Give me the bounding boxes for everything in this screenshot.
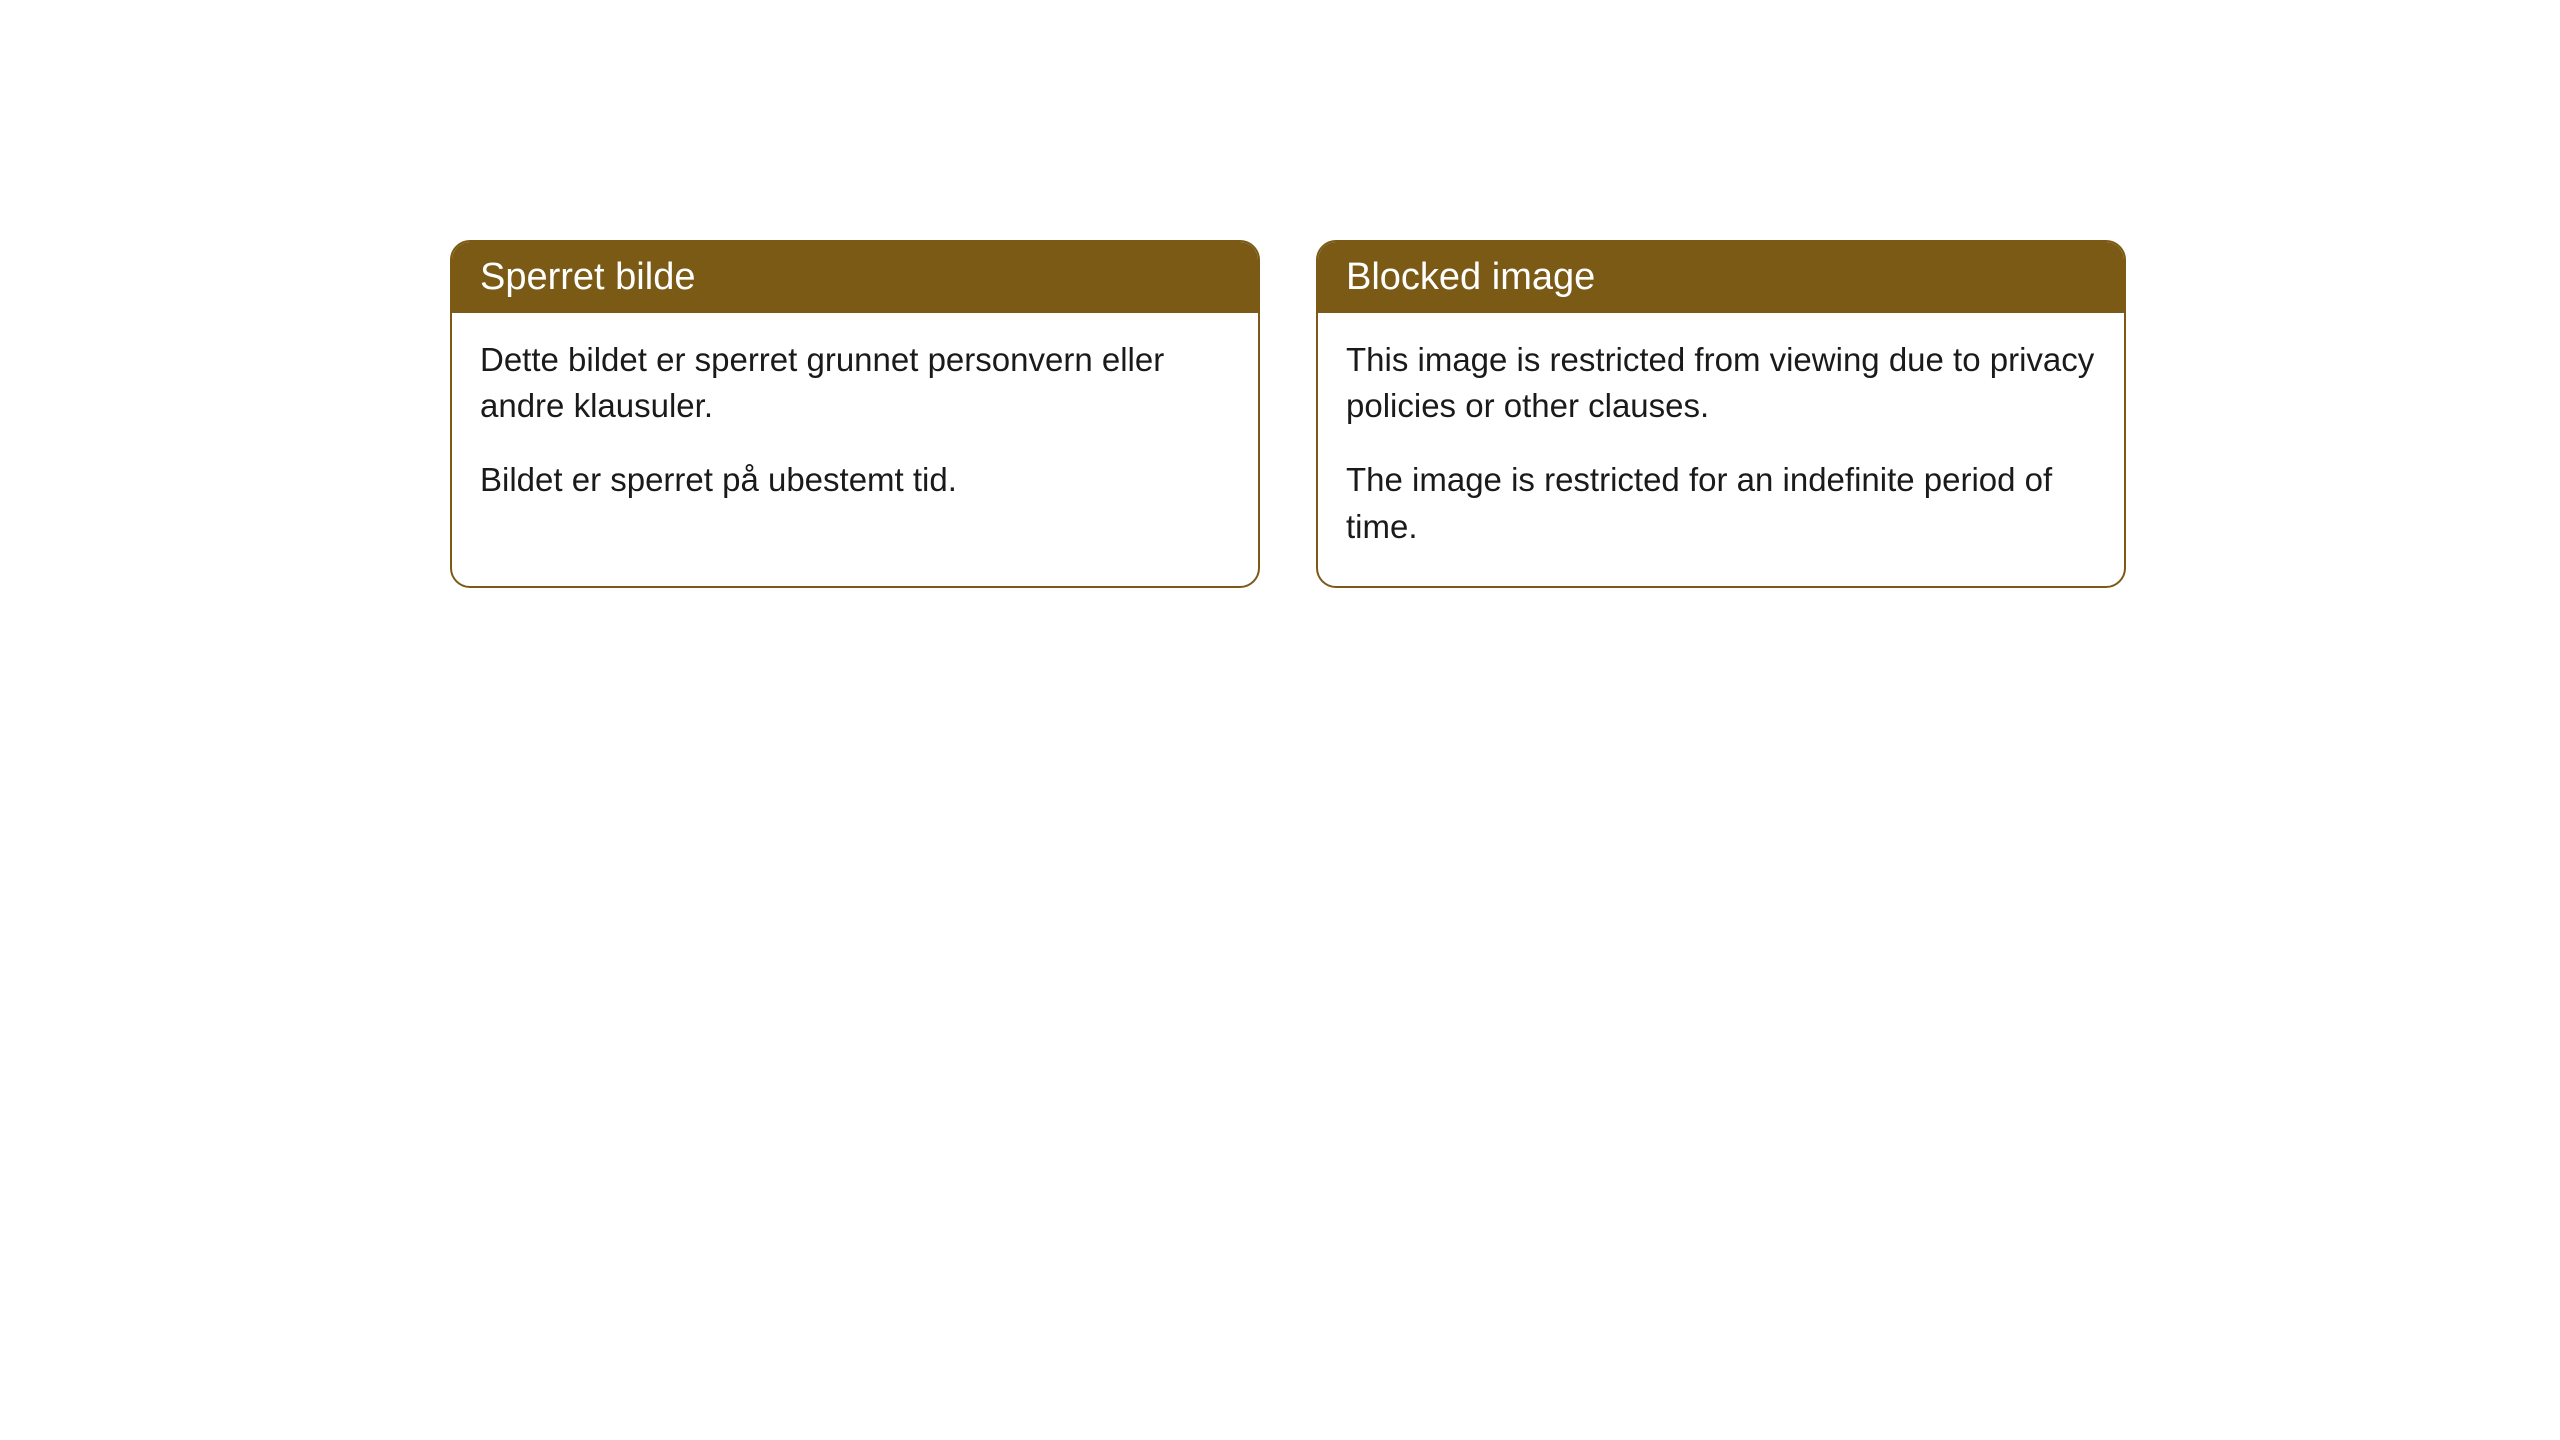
card-body: This image is restricted from viewing du… xyxy=(1318,313,2124,586)
card-header: Sperret bilde xyxy=(452,242,1258,313)
card-header: Blocked image xyxy=(1318,242,2124,313)
card-paragraph: The image is restricted for an indefinit… xyxy=(1346,457,2096,549)
card-paragraph: Dette bildet er sperret grunnet personve… xyxy=(480,337,1230,429)
card-body: Dette bildet er sperret grunnet personve… xyxy=(452,313,1258,540)
blocked-image-card-english: Blocked image This image is restricted f… xyxy=(1316,240,2126,588)
card-paragraph: This image is restricted from viewing du… xyxy=(1346,337,2096,429)
blocked-image-card-norwegian: Sperret bilde Dette bildet er sperret gr… xyxy=(450,240,1260,588)
cards-container: Sperret bilde Dette bildet er sperret gr… xyxy=(450,240,2126,588)
card-paragraph: Bildet er sperret på ubestemt tid. xyxy=(480,457,1230,503)
